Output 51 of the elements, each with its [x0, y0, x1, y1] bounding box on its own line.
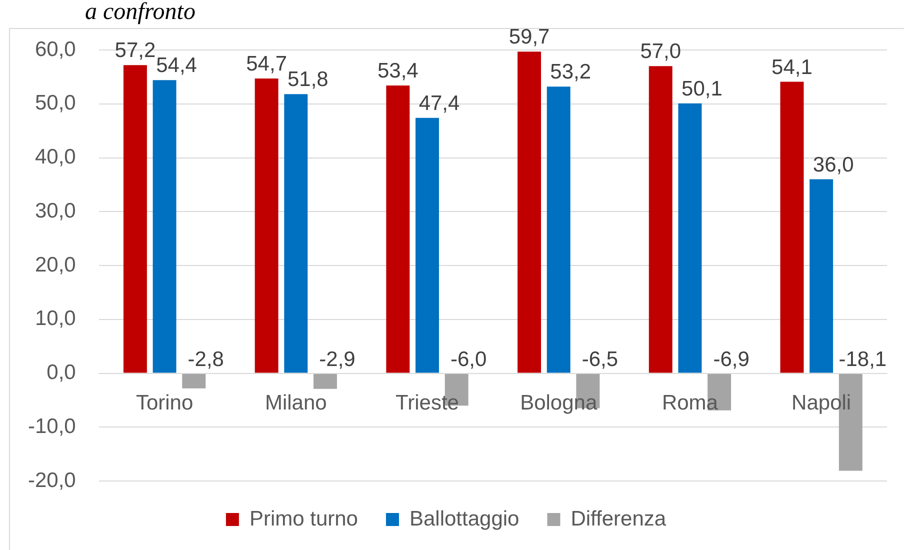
data-label: 53,2	[550, 60, 592, 84]
bar	[780, 82, 804, 373]
bar	[648, 66, 672, 373]
data-label: 47,4	[418, 92, 460, 115]
bar	[416, 118, 439, 373]
bar	[546, 86, 570, 373]
bar	[386, 86, 410, 373]
y-tick-label: 60,0	[34, 38, 76, 61]
x-tick-label: Bologna	[520, 392, 598, 415]
bar	[518, 52, 542, 373]
y-tick-label: 10,0	[34, 307, 76, 330]
data-label: -6,0	[450, 348, 487, 371]
y-tick-label: 40,0	[34, 146, 76, 169]
data-label: 57,2	[114, 39, 156, 62]
y-tick-label: 0,0	[46, 361, 76, 384]
bar	[182, 374, 206, 388]
data-label: 53,4	[377, 60, 419, 83]
y-tick-label: -10,0	[28, 414, 76, 438]
y-tick-label: -20,0	[28, 468, 76, 492]
data-label: 54,4	[156, 54, 198, 78]
bar	[254, 78, 278, 373]
x-tick-label: Torino	[136, 392, 194, 415]
data-label: -6,5	[582, 348, 618, 371]
data-label: 50,1	[682, 77, 722, 100]
y-tick-label: 30,0	[34, 199, 76, 222]
data-label: 51,8	[287, 68, 328, 92]
data-label: 59,7	[508, 26, 550, 49]
bar	[810, 179, 834, 373]
legend-label: Differenza	[570, 507, 666, 530]
bar	[314, 374, 337, 389]
data-label: 57,0	[640, 40, 682, 64]
x-tick-label: Trieste	[396, 392, 459, 415]
data-label: -2,8	[188, 348, 224, 371]
data-label: 54,7	[246, 52, 287, 76]
legend-label: Primo turno	[249, 507, 358, 530]
legend-label: Ballottaggio	[409, 507, 520, 530]
bar	[123, 65, 147, 373]
data-label: -2,9	[319, 348, 356, 371]
x-tick-label: Roma	[662, 392, 718, 415]
chart-title: a confronto	[85, 0, 196, 25]
x-tick-label: Milano	[264, 392, 327, 415]
data-label: 36,0	[812, 153, 854, 176]
y-tick-label: 20,0	[34, 253, 76, 276]
y-tick-label: 50,0	[34, 92, 76, 115]
data-label: 54,1	[772, 56, 812, 79]
data-label: -18,1	[838, 348, 887, 371]
bar	[284, 94, 308, 373]
data-label: -6,9	[713, 348, 750, 371]
bar	[678, 103, 702, 373]
bar	[152, 80, 176, 373]
x-tick-label: Napoli	[792, 392, 852, 415]
